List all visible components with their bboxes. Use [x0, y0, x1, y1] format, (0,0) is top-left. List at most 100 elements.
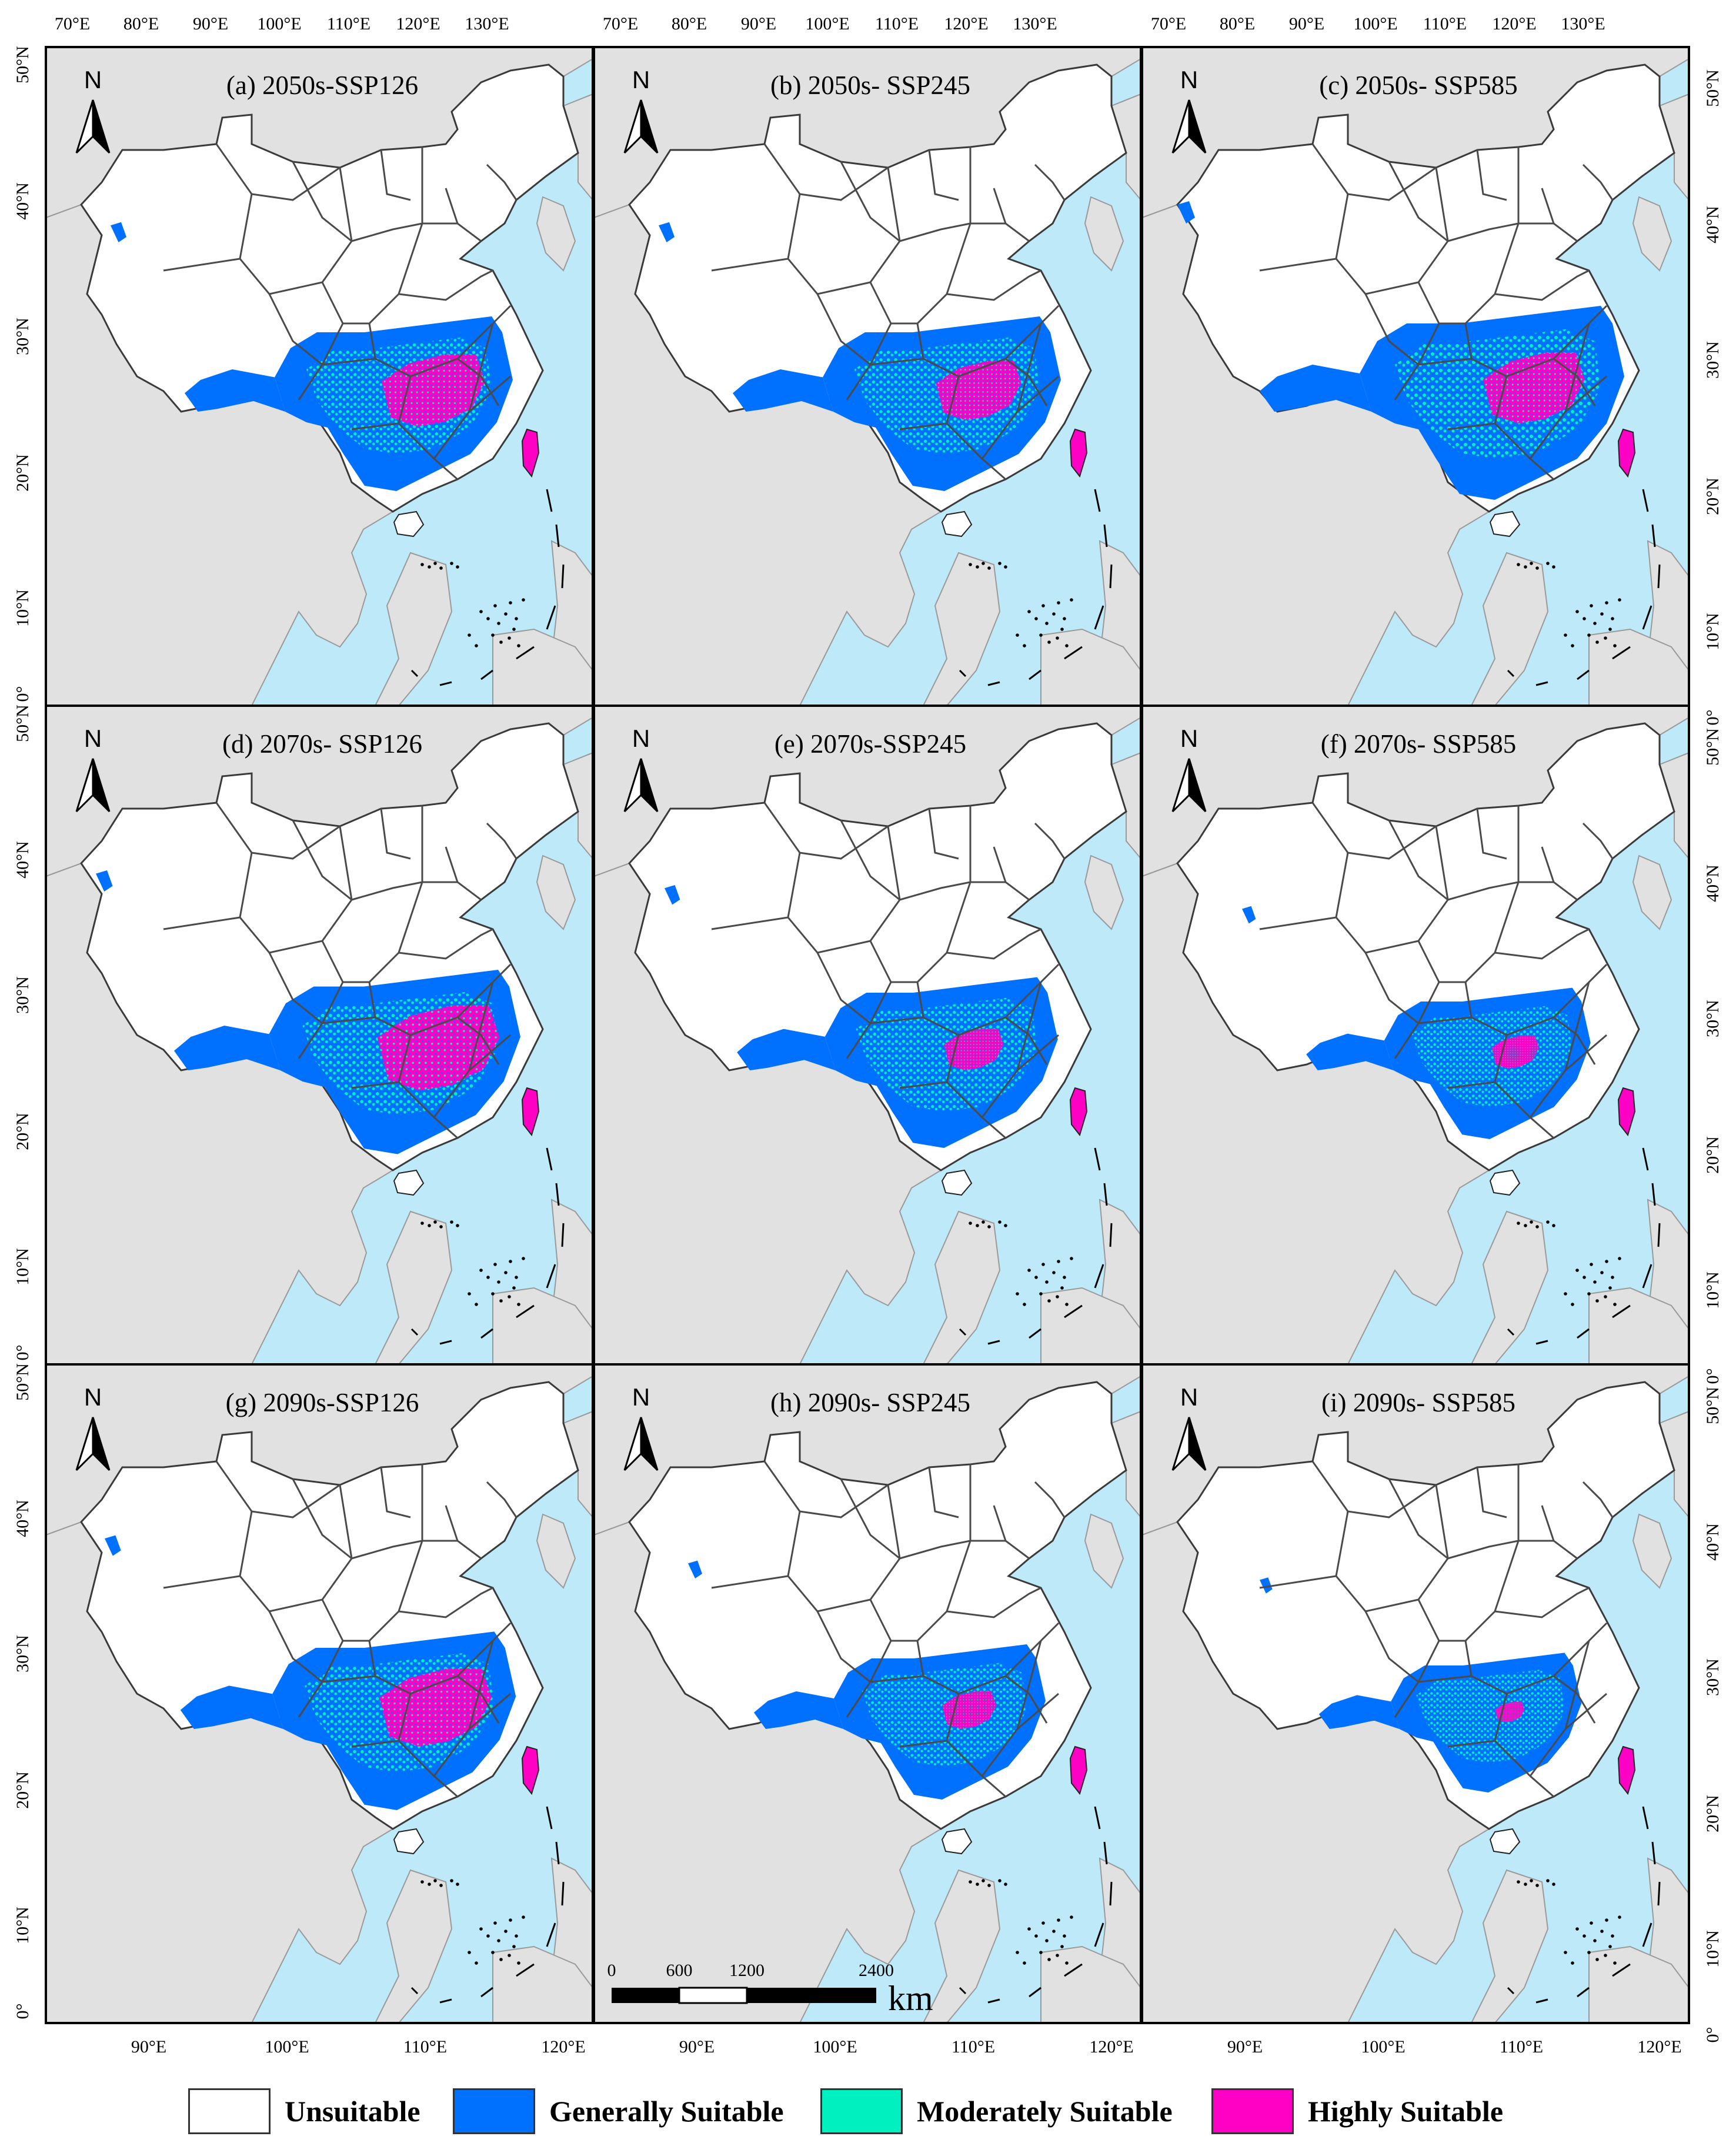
island-dot: [1546, 562, 1550, 565]
nine-dash-line: [1657, 1223, 1661, 1247]
taiwan: [1069, 1087, 1088, 1137]
north-arrow-right: [640, 758, 659, 813]
north-arrow: N: [623, 66, 659, 154]
generally-suitable-area-tibet: [665, 884, 680, 905]
province-border: [1005, 358, 1048, 406]
island-dot: [1618, 1257, 1621, 1260]
north-arrow: N: [75, 66, 111, 154]
highly-suitable-group: [379, 1668, 492, 1747]
island-dot: [1034, 1934, 1038, 1938]
province-border: [380, 1467, 411, 1518]
province-border: [292, 820, 352, 901]
nine-dash-line: [1642, 1922, 1652, 1947]
province-border: [1565, 1034, 1607, 1072]
province-border: [486, 163, 518, 201]
island-dot: [1595, 1958, 1599, 1961]
province-border: [351, 881, 423, 901]
island-dot: [1605, 1918, 1608, 1922]
island-dot: [1552, 565, 1555, 569]
island-dot: [1583, 1276, 1586, 1279]
hainan: [1489, 510, 1521, 538]
island-dot: [976, 1224, 979, 1227]
province-border: [351, 1540, 423, 1560]
province-border: [322, 1016, 376, 1024]
neighbouring-land: [374, 1869, 453, 2023]
highly-suitable-area: [1491, 1035, 1540, 1069]
north-arrow: N: [1171, 1383, 1207, 1471]
right-axis-label: 30°N: [1703, 1658, 1722, 1696]
nine-dash-line: [555, 1841, 560, 1865]
scale-bar-unit: km: [888, 1979, 933, 2018]
island-dot: [509, 1260, 512, 1263]
island-dot: [1613, 1961, 1617, 1965]
island-dot: [433, 1220, 437, 1224]
province-border: [1565, 375, 1607, 413]
province-border: [215, 143, 340, 201]
island-dot: [1070, 1915, 1073, 1919]
island-dot: [1590, 604, 1593, 607]
north-arrow-right: [640, 1417, 659, 1471]
nine-dash-line: [546, 1922, 556, 1947]
island-dot: [1004, 1224, 1007, 1227]
island-dot: [1063, 617, 1066, 620]
province-border: [763, 802, 889, 860]
island-dot: [1535, 566, 1539, 570]
generally-suitable-area-tibet: [111, 222, 126, 242]
province-border: [321, 806, 423, 983]
island-dot: [981, 1220, 985, 1224]
right-axis-label: 40°N: [1703, 864, 1722, 902]
top-axis-label: 70°E: [1151, 14, 1186, 34]
left-axis-label: 20°N: [13, 454, 32, 492]
island-dot: [1004, 565, 1007, 569]
province-border: [1418, 1016, 1472, 1024]
island-dot: [1034, 1276, 1038, 1279]
nine-dash-line: [1507, 1987, 1515, 1995]
island-dot: [1575, 1927, 1579, 1931]
island-dot: [1604, 1295, 1607, 1299]
province-border: [1017, 1034, 1059, 1072]
island-dot: [1034, 617, 1038, 620]
province-border: [899, 881, 971, 901]
highly-suitable-area: [381, 354, 485, 427]
taiwan: [1617, 428, 1636, 478]
hainan: [941, 1828, 973, 1855]
island-dot: [1552, 1224, 1555, 1227]
suitability-zone: [1242, 906, 1591, 1139]
generally-suitable-area-west: [737, 1029, 836, 1070]
island-dot: [1593, 1280, 1597, 1284]
island-dot: [493, 604, 497, 607]
nine-dash-line: [1577, 1328, 1590, 1339]
island-dot: [1023, 1961, 1026, 1965]
province-border: [869, 1464, 972, 1642]
left-axis-label: 10°N: [13, 589, 32, 627]
island-dot: [1045, 1280, 1049, 1284]
neighbouring-land: [536, 1513, 576, 1589]
neighbouring-land: [1588, 1945, 1689, 2023]
neighbouring-land: [536, 196, 576, 272]
scale-bar-tick-label: 0: [607, 1961, 616, 1980]
nine-dash-line: [480, 1328, 493, 1339]
island-dot: [1564, 633, 1567, 637]
neighbouring-land: [374, 1210, 453, 1364]
island-dot: [475, 1961, 478, 1965]
island-dot: [479, 1269, 483, 1272]
province-border: [1388, 161, 1448, 242]
neighbouring-land: [1588, 1287, 1689, 1364]
island-dot: [969, 1221, 972, 1225]
province-border: [1364, 952, 1419, 1024]
right-axis-label: 50°N: [1703, 1387, 1722, 1424]
island-dot: [1065, 1303, 1069, 1306]
island-dot: [491, 1292, 495, 1296]
neighbouring-land: [1632, 196, 1672, 272]
province-border: [368, 305, 512, 378]
province-border: [321, 147, 423, 325]
hainan: [941, 1169, 973, 1196]
island-dot: [450, 562, 453, 565]
nine-dash-line: [561, 1881, 565, 1906]
island-dot: [1587, 1292, 1591, 1296]
island-dot: [1045, 622, 1049, 625]
taiwan: [521, 1087, 540, 1137]
suitability-zone: [1260, 1577, 1582, 1793]
island-dot: [522, 1257, 525, 1260]
